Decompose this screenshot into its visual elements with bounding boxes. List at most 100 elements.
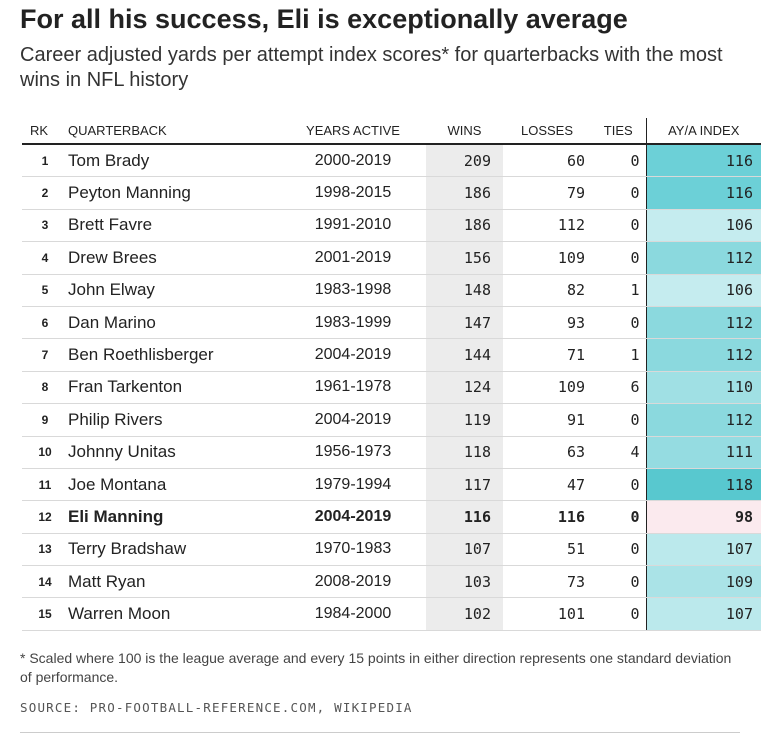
wins-cell: 156	[426, 241, 503, 275]
source-credit: SOURCE: PRO-FOOTBALL-REFERENCE.COM, WIKI…	[20, 700, 413, 715]
years-active-cell: 2001-2019	[280, 241, 426, 275]
rank-cell: 11	[22, 468, 68, 502]
ties-cell: 0	[591, 468, 647, 502]
header-years-active: YEARS ACTIVE	[280, 118, 426, 145]
years-active-cell: 1956-1973	[280, 436, 426, 469]
header-aya-index: AY/A INDEX	[646, 118, 761, 145]
years-active-cell: 1970-1983	[280, 533, 426, 567]
ties-cell: 0	[591, 533, 647, 567]
ties-cell: 0	[591, 565, 647, 599]
losses-cell: 51	[503, 533, 591, 567]
ties-cell: 0	[591, 209, 647, 243]
ties-cell: 1	[591, 338, 647, 372]
footnote: * Scaled where 100 is the league average…	[20, 650, 732, 685]
table-row: 11 Joe Montana 1979-1994 117 47 0 118	[22, 468, 761, 502]
aya-index-cell: 110	[646, 371, 761, 405]
wins-cell: 209	[426, 144, 503, 178]
ties-cell: 0	[591, 403, 647, 437]
aya-index-cell: 107	[646, 533, 761, 567]
losses-cell: 116	[503, 500, 591, 534]
aya-index-cell: 109	[646, 565, 761, 599]
table-row: 8 Fran Tarkenton 1961-1978 124 109 6 110	[22, 371, 761, 405]
years-active-cell: 2004-2019	[280, 338, 426, 372]
quarterback-table: RK QUARTERBACK YEARS ACTIVE WINS LOSSES …	[22, 118, 761, 631]
quarterback-name-cell: Johnny Unitas	[68, 436, 280, 469]
quarterback-name-cell: Tom Brady	[68, 144, 280, 178]
aya-index-cell: 112	[646, 306, 761, 340]
table-row: 4 Drew Brees 2001-2019 156 109 0 112	[22, 241, 761, 275]
rank-cell: 6	[22, 306, 68, 340]
quarterback-name-cell: Peyton Manning	[68, 176, 280, 210]
aya-index-cell: 106	[646, 209, 761, 243]
rank-cell: 5	[22, 274, 68, 307]
aya-index-cell: 106	[646, 274, 761, 307]
years-active-cell: 2004-2019	[280, 403, 426, 437]
rank-cell: 15	[22, 597, 68, 631]
wins-cell: 119	[426, 403, 503, 437]
quarterback-name-cell: Philip Rivers	[68, 403, 280, 437]
table-row: 5 John Elway 1983-1998 148 82 1 106	[22, 274, 761, 307]
wins-cell: 148	[426, 274, 503, 307]
years-active-cell: 1991-2010	[280, 209, 426, 243]
years-active-cell: 1983-1998	[280, 274, 426, 307]
quarterback-name-cell: Fran Tarkenton	[68, 371, 280, 405]
wins-cell: 144	[426, 338, 503, 372]
quarterback-name-cell: Ben Roethlisberger	[68, 338, 280, 372]
header-quarterback: QUARTERBACK	[68, 118, 280, 145]
table-row: 9 Philip Rivers 2004-2019 119 91 0 112	[22, 403, 761, 437]
table-row: 2 Peyton Manning 1998-2015 186 79 0 116	[22, 176, 761, 210]
ties-cell: 0	[591, 500, 647, 534]
rank-cell: 7	[22, 338, 68, 372]
rank-cell: 10	[22, 436, 68, 469]
table-row: 7 Ben Roethlisberger 2004-2019 144 71 1 112	[22, 338, 761, 372]
header-wins: WINS	[426, 118, 503, 145]
header-ties: TIES	[591, 118, 647, 145]
ties-cell: 0	[591, 176, 647, 210]
years-active-cell: 1979-1994	[280, 468, 426, 502]
chart-title: For all his success, Eli is exceptionall…	[20, 4, 628, 34]
table-row: 14 Matt Ryan 2008-2019 103 73 0 109	[22, 565, 761, 599]
wins-cell: 124	[426, 371, 503, 405]
aya-index-cell: 111	[646, 436, 761, 469]
ties-cell: 0	[591, 306, 647, 340]
table-row: 1 Tom Brady 2000-2019 209 60 0 116	[22, 144, 761, 178]
aya-index-cell: 107	[646, 597, 761, 631]
years-active-cell: 2000-2019	[280, 144, 426, 178]
quarterback-name-cell: Terry Bradshaw	[68, 533, 280, 567]
header-losses: LOSSES	[503, 118, 591, 145]
years-active-cell: 1961-1978	[280, 371, 426, 405]
ties-cell: 6	[591, 371, 647, 405]
years-active-cell: 1984-2000	[280, 597, 426, 631]
losses-cell: 71	[503, 338, 591, 372]
ties-cell: 4	[591, 436, 647, 469]
wins-cell: 118	[426, 436, 503, 469]
quarterback-name-cell: Brett Favre	[68, 209, 280, 243]
quarterback-name-cell: Eli Manning	[68, 500, 280, 534]
ties-cell: 0	[591, 241, 647, 275]
losses-cell: 109	[503, 241, 591, 275]
wins-cell: 103	[426, 565, 503, 599]
losses-cell: 109	[503, 371, 591, 405]
rank-cell: 9	[22, 403, 68, 437]
table-row: 13 Terry Bradshaw 1970-1983 107 51 0 107	[22, 533, 761, 567]
quarterback-name-cell: Matt Ryan	[68, 565, 280, 599]
table-row: 15 Warren Moon 1984-2000 102 101 0 107	[22, 597, 761, 631]
quarterback-name-cell: Joe Montana	[68, 468, 280, 502]
quarterback-name-cell: John Elway	[68, 274, 280, 307]
rank-cell: 3	[22, 209, 68, 243]
rank-cell: 14	[22, 565, 68, 599]
wins-cell: 147	[426, 306, 503, 340]
wins-cell: 186	[426, 209, 503, 243]
quarterback-name-cell: Warren Moon	[68, 597, 280, 631]
ties-cell: 0	[591, 144, 647, 178]
table-row: 6 Dan Marino 1983-1999 147 93 0 112	[22, 306, 761, 340]
losses-cell: 60	[503, 144, 591, 178]
table-row: 10 Johnny Unitas 1956-1973 118 63 4 111	[22, 436, 761, 469]
aya-index-cell: 98	[646, 500, 761, 534]
chart-subtitle: Career adjusted yards per attempt index …	[20, 44, 723, 91]
header-rk: RK	[22, 118, 68, 145]
years-active-cell: 2004-2019	[280, 500, 426, 534]
table-row: 3 Brett Favre 1991-2010 186 112 0 106	[22, 209, 761, 243]
aya-index-cell: 116	[646, 176, 761, 210]
rank-cell: 4	[22, 241, 68, 275]
